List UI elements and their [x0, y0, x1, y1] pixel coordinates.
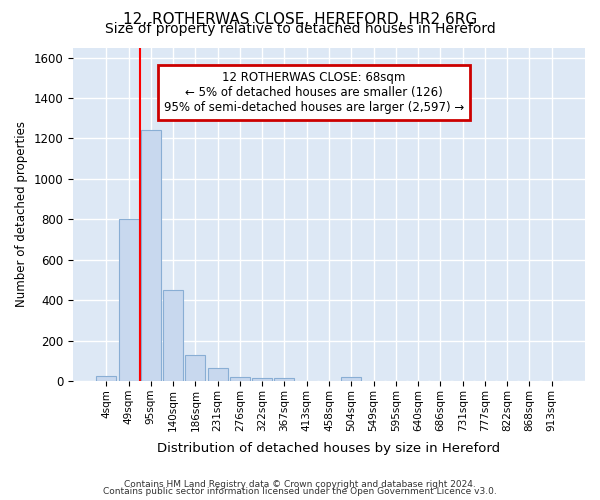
Bar — [230, 376, 250, 381]
Text: 12 ROTHERWAS CLOSE: 68sqm
← 5% of detached houses are smaller (126)
95% of semi-: 12 ROTHERWAS CLOSE: 68sqm ← 5% of detach… — [164, 71, 464, 114]
Bar — [163, 290, 183, 381]
Bar — [341, 377, 361, 381]
Bar — [185, 355, 205, 381]
Text: Contains public sector information licensed under the Open Government Licence v3: Contains public sector information licen… — [103, 487, 497, 496]
Text: 12, ROTHERWAS CLOSE, HEREFORD, HR2 6RG: 12, ROTHERWAS CLOSE, HEREFORD, HR2 6RG — [123, 12, 477, 28]
Bar — [96, 376, 116, 381]
X-axis label: Distribution of detached houses by size in Hereford: Distribution of detached houses by size … — [157, 442, 500, 455]
Text: Size of property relative to detached houses in Hereford: Size of property relative to detached ho… — [104, 22, 496, 36]
Bar — [208, 368, 227, 381]
Y-axis label: Number of detached properties: Number of detached properties — [15, 122, 28, 308]
Text: Contains HM Land Registry data © Crown copyright and database right 2024.: Contains HM Land Registry data © Crown c… — [124, 480, 476, 489]
Bar — [274, 378, 295, 381]
Bar — [252, 378, 272, 381]
Bar — [119, 220, 139, 381]
Bar — [141, 130, 161, 381]
